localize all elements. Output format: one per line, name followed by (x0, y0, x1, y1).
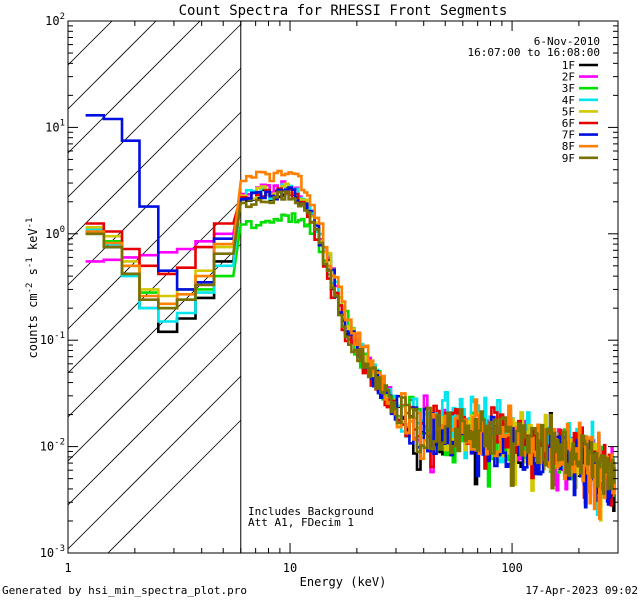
legend-label-8f: 8F (562, 140, 575, 153)
y-tick-label: 10-1 (40, 331, 65, 347)
y-tick-label: 101 (45, 118, 65, 134)
hatch-line (68, 287, 242, 462)
hatch-line (68, 67, 242, 242)
legend-label-6f: 6F (562, 117, 575, 130)
legend-label-4f: 4F (562, 94, 575, 107)
chart-title: Count Spectra for RHESSI Front Segments (179, 3, 508, 19)
y-tick-label: 100 (45, 225, 65, 241)
y-axis-label-mid2: keV (26, 228, 40, 257)
x-tick-label: 10 (283, 561, 297, 575)
y-tick-label: 102 (45, 12, 65, 28)
y-axis-label-exp1: -2 (25, 283, 35, 294)
hatch-line (107, 419, 242, 553)
legend-label-2f: 2F (562, 71, 575, 84)
x-tick-label: 1 (64, 561, 71, 575)
y-axis-label: counts cm-2 s-1 keV-1 (25, 218, 40, 359)
footer-timestamp: 17-Apr-2023 09:02 (525, 584, 638, 597)
x-axis-ticks: 1 10 100 (64, 21, 619, 575)
hatch-line (68, 21, 113, 66)
hatch-line (68, 21, 157, 110)
y-axis-label-exp3: -1 (25, 218, 35, 229)
legend-label-1f: 1F (562, 59, 575, 72)
hatch-line (68, 21, 201, 154)
x-tick-label: 100 (501, 561, 523, 575)
footer-generated-by: Generated by hsi_min_spectra_plot.pro (2, 584, 247, 597)
hatch-line (68, 23, 242, 198)
annotation-attenuator: Att A1, FDecim 1 (248, 516, 354, 529)
y-tick-label: 10-3 (40, 544, 65, 560)
legend-label-3f: 3F (562, 82, 575, 95)
legend-label-5f: 5F (562, 105, 575, 118)
hatched-region (68, 21, 242, 553)
series-group (85, 114, 616, 522)
hatch-line (68, 331, 242, 506)
series-line-9f (85, 190, 616, 495)
date-label: 6-Nov-2010 (534, 35, 600, 48)
y-axis-label-exp2: -1 (25, 257, 35, 268)
hatch-line (68, 111, 242, 286)
y-axis-label-base: counts cm (26, 293, 40, 358)
legend-label-7f: 7F (562, 129, 575, 142)
x-axis-label: Energy (keV) (300, 575, 387, 589)
y-axis-ticks: 10-3 10-2 10-1 100 101 102 (40, 12, 618, 560)
hatch-line (68, 375, 242, 550)
hatch-line (68, 199, 242, 374)
time-range-label: 16:07:00 to 16:08:00 (468, 46, 600, 59)
annotation-background: Includes Background (248, 505, 374, 518)
hatch-line (68, 155, 242, 330)
legend-label-9f: 9F (562, 152, 575, 165)
hatch-line (68, 243, 242, 418)
y-axis-label-mid1: s (26, 268, 40, 282)
y-tick-label: 10-2 (40, 438, 65, 454)
plot-frame (67, 20, 619, 554)
